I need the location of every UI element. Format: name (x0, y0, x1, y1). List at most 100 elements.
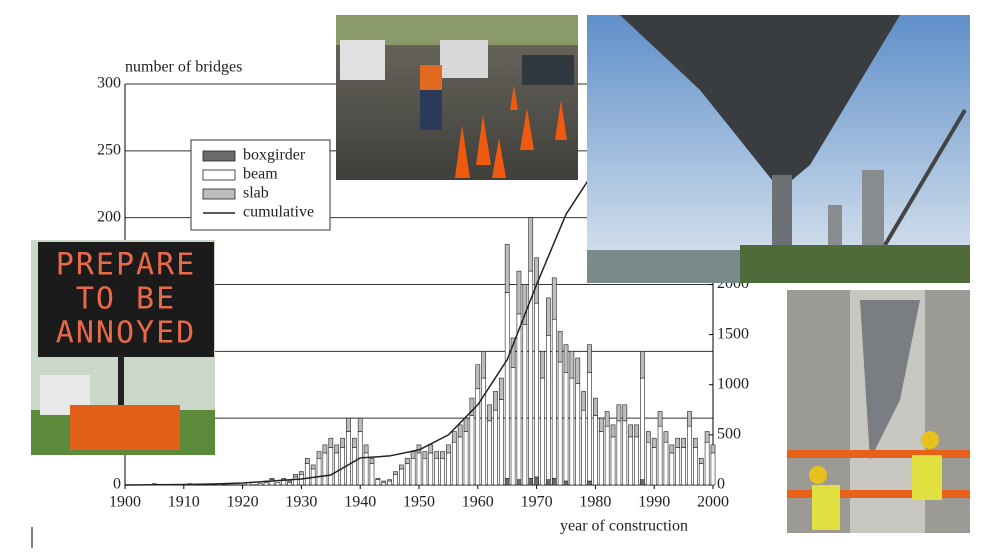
x-tick-label: 1950 (403, 494, 435, 511)
bar (351, 437, 357, 448)
bar (428, 452, 434, 486)
bar (557, 361, 563, 486)
bar (346, 431, 351, 486)
bar (334, 444, 340, 454)
photo-bridge (587, 15, 970, 283)
x-tick-label: 2000 (697, 494, 729, 511)
bar (328, 437, 334, 448)
bar (640, 351, 645, 379)
bar (610, 436, 616, 486)
bar (604, 425, 610, 486)
x-tick-label: 1990 (638, 494, 670, 511)
y2-tick-label: 1000 (717, 375, 749, 392)
bar (422, 451, 428, 459)
bar (681, 447, 686, 486)
bar (598, 431, 604, 486)
bar (522, 284, 528, 325)
bar (581, 391, 586, 411)
bar (557, 330, 563, 363)
bar (675, 437, 681, 448)
bar (369, 457, 375, 464)
bar (340, 447, 345, 486)
bar (322, 452, 328, 486)
bar (645, 431, 651, 443)
bar (457, 424, 463, 438)
bar (587, 372, 592, 482)
photo-roadwork (336, 15, 578, 180)
bar (498, 377, 504, 400)
bar (393, 474, 398, 486)
bar (657, 411, 663, 427)
bar (463, 431, 469, 486)
bar (581, 409, 586, 486)
y-axis-title: number of bridges (125, 59, 242, 76)
legend-label: cumulative (243, 204, 314, 221)
bar (346, 417, 351, 432)
bar (528, 478, 534, 486)
bar (310, 464, 316, 470)
bar (551, 478, 557, 486)
legend-swatch (202, 150, 236, 162)
bar (504, 292, 510, 479)
legend-label: slab (243, 185, 269, 202)
bar (710, 452, 716, 486)
bar (387, 479, 392, 482)
y2-tick-label: 500 (717, 426, 741, 443)
bar (640, 377, 645, 480)
bar (263, 482, 269, 486)
bar (687, 425, 692, 486)
y-tick-label: 200 (97, 208, 121, 225)
bar (698, 463, 704, 486)
bar (457, 436, 463, 486)
bar (487, 420, 492, 486)
bar (675, 447, 681, 486)
bar (563, 480, 569, 486)
legend-label: beam (243, 166, 278, 183)
bar (540, 377, 545, 486)
bar (693, 447, 698, 486)
legend-label: boxgirder (243, 147, 306, 164)
bar (551, 277, 557, 320)
bar (422, 457, 428, 486)
bar (534, 302, 539, 478)
bar (593, 415, 598, 486)
bar (569, 351, 575, 379)
bar (381, 482, 387, 486)
bar (487, 404, 492, 422)
bar (669, 444, 675, 454)
bar (404, 457, 410, 464)
bar (693, 437, 698, 448)
bar (410, 451, 416, 459)
x-tick-label: 1910 (168, 494, 200, 511)
x-tick-label: 1930 (285, 494, 317, 511)
bar (416, 452, 422, 486)
x-axis-title: year of construction (560, 518, 688, 535)
bar (404, 463, 410, 486)
bar (269, 478, 275, 480)
bar (451, 431, 457, 443)
photo-column (787, 290, 970, 533)
bar (257, 483, 263, 486)
y2-tick-label: 0 (717, 476, 725, 493)
x-tick-label: 1980 (579, 494, 611, 511)
bar (622, 420, 628, 486)
bar (316, 457, 322, 486)
bar (504, 478, 510, 486)
legend-swatch (202, 188, 236, 200)
bar (498, 399, 504, 486)
bar (710, 444, 716, 454)
bar (334, 452, 340, 486)
bar (551, 318, 557, 479)
y-tick-label: 0 (113, 476, 121, 493)
bar (369, 463, 375, 486)
bar (516, 479, 522, 486)
x-tick-label: 1940 (344, 494, 376, 511)
bar (469, 415, 475, 486)
bar (546, 479, 551, 486)
bar (510, 367, 516, 486)
bar (375, 478, 381, 480)
y-tick-label: 300 (97, 75, 121, 92)
bar (463, 417, 469, 432)
